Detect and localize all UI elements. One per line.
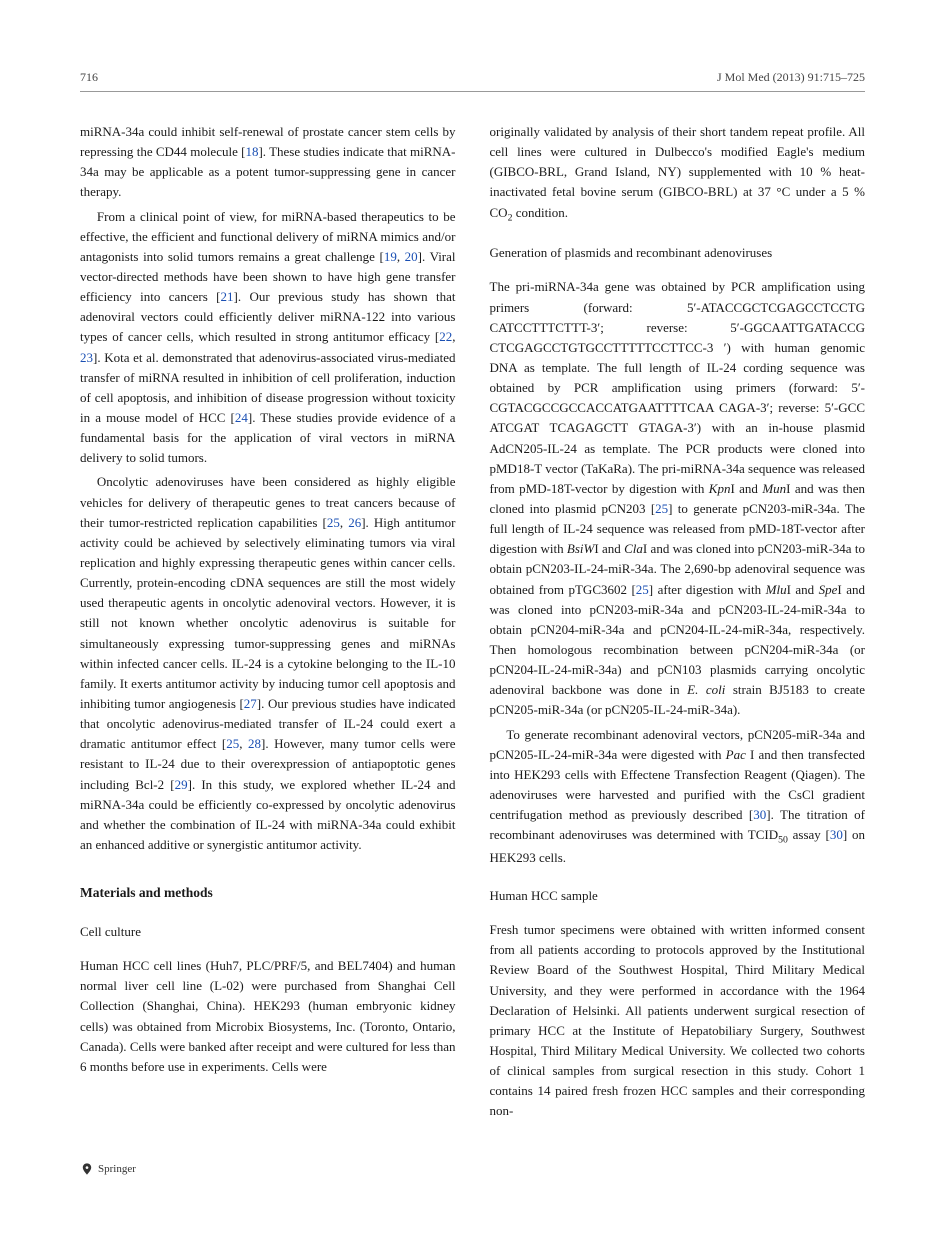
- body-text: I and: [787, 582, 819, 597]
- italic-text: Mun: [762, 481, 786, 496]
- right-column: originally validated by analysis of thei…: [490, 122, 866, 1126]
- italic-text: Spe: [819, 582, 838, 597]
- citation-link[interactable]: 20: [405, 249, 418, 264]
- section-heading-materials: Materials and methods: [80, 883, 456, 904]
- citation-link[interactable]: 27: [244, 696, 257, 711]
- citation-link[interactable]: 22: [439, 329, 452, 344]
- italic-text: Pac: [726, 747, 746, 762]
- paragraph: To generate recombinant adenoviral vecto…: [490, 725, 866, 869]
- italic-text: BsiW: [567, 541, 594, 556]
- page-number: 716: [80, 70, 98, 85]
- citation-link[interactable]: 29: [175, 777, 188, 792]
- page-footer: Springer: [80, 1162, 865, 1176]
- citation-link[interactable]: 30: [753, 807, 766, 822]
- body-text: I and: [594, 541, 624, 556]
- citation-link[interactable]: 19: [384, 249, 397, 264]
- paragraph: miRNA-34a could inhibit self-renewal of …: [80, 122, 456, 203]
- italic-text: Kpn: [709, 481, 731, 496]
- citation-link[interactable]: 25: [226, 736, 239, 751]
- citation-link[interactable]: 25: [636, 582, 649, 597]
- citation-link[interactable]: 18: [245, 144, 258, 159]
- paragraph: From a clinical point of view, for miRNA…: [80, 207, 456, 469]
- subscript: 50: [778, 835, 788, 846]
- paragraph: The pri-miRNA-34a gene was obtained by P…: [490, 277, 866, 720]
- italic-text: Cla: [624, 541, 643, 556]
- publisher-label: Springer: [98, 1163, 136, 1175]
- body-text: Fresh tumor specimens were obtained with…: [490, 922, 866, 1118]
- paragraph: Oncolytic adenoviruses have been conside…: [80, 472, 456, 855]
- citation-link[interactable]: 25: [655, 501, 668, 516]
- citation-link[interactable]: 30: [830, 827, 843, 842]
- paragraph: originally validated by analysis of thei…: [490, 122, 866, 225]
- citation-link[interactable]: 25: [327, 515, 340, 530]
- body-text: I and was cloned into pCN203-miR-34a and…: [490, 582, 866, 698]
- citation-link[interactable]: 21: [221, 289, 234, 304]
- citation-link[interactable]: 28: [248, 736, 261, 751]
- citation-link[interactable]: 24: [235, 410, 248, 425]
- citation-link[interactable]: 26: [348, 515, 361, 530]
- body-text: ] after digestion with: [649, 582, 766, 597]
- body-text: The pri-miRNA-34a gene was obtained by P…: [490, 279, 866, 495]
- paragraph: Human HCC cell lines (Huh7, PLC/PRF/5, a…: [80, 956, 456, 1077]
- subsection-hcc-sample: Human HCC sample: [490, 886, 866, 906]
- journal-reference: J Mol Med (2013) 91:715–725: [717, 70, 865, 85]
- body-text: ,: [397, 249, 405, 264]
- citation-link[interactable]: 23: [80, 350, 93, 365]
- body-text: ]. High antitumor activity could be achi…: [80, 515, 456, 711]
- italic-text: E. coli: [687, 682, 725, 697]
- springer-icon: [80, 1162, 94, 1176]
- page-header: 716 J Mol Med (2013) 91:715–725: [80, 70, 865, 92]
- body-text: ,: [452, 329, 455, 344]
- italic-text: Mlu: [766, 582, 787, 597]
- body-text: Human HCC cell lines (Huh7, PLC/PRF/5, a…: [80, 958, 456, 1074]
- subsection-cell-culture: Cell culture: [80, 922, 456, 942]
- subsection-plasmids: Generation of plasmids and recombinant a…: [490, 243, 866, 263]
- left-column: miRNA-34a could inhibit self-renewal of …: [80, 122, 456, 1126]
- body-text: I and: [730, 481, 762, 496]
- body-text: assay [: [788, 827, 830, 842]
- body-text: condition.: [512, 205, 568, 220]
- body-text: ,: [239, 736, 248, 751]
- paragraph: Fresh tumor specimens were obtained with…: [490, 920, 866, 1121]
- two-column-layout: miRNA-34a could inhibit self-renewal of …: [80, 122, 865, 1126]
- body-text: ,: [340, 515, 348, 530]
